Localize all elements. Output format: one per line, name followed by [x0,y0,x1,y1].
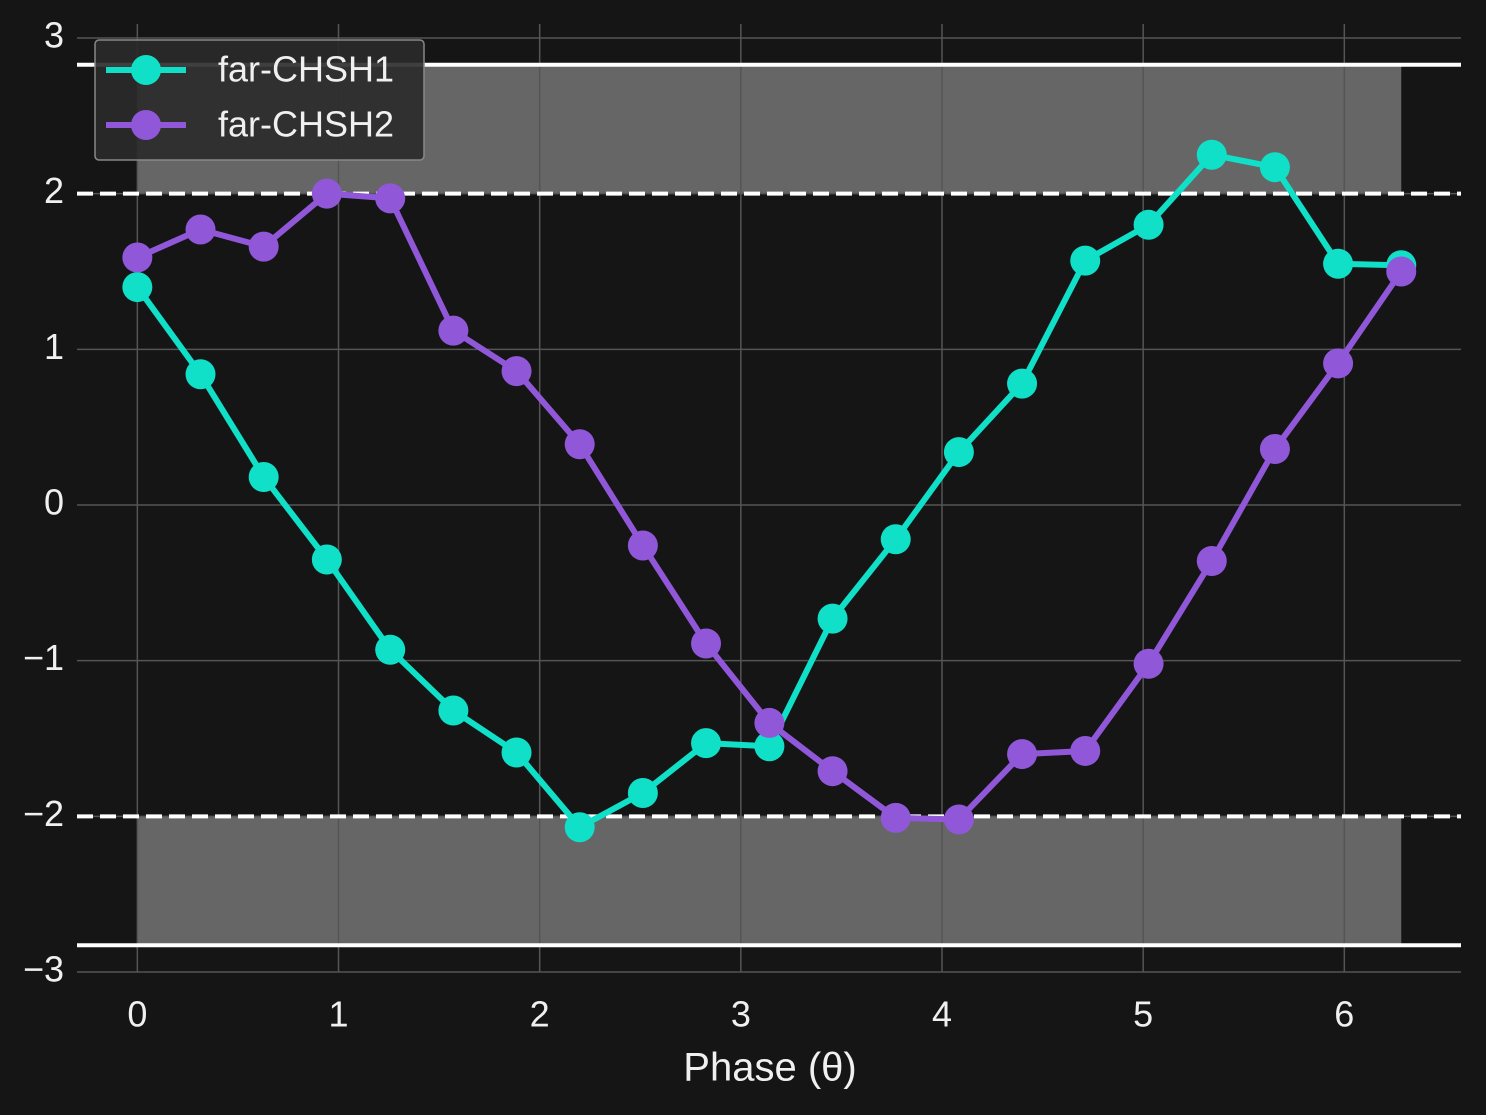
data-point [438,695,469,726]
y-tick-label: −3 [23,949,64,990]
y-tick-label: −2 [23,793,64,834]
data-point [754,731,785,762]
y-tick-label: 1 [44,326,64,367]
data-point [1196,546,1227,577]
data-point [185,214,216,245]
data-point [564,812,595,843]
y-tick-label: 3 [44,15,64,56]
data-point [691,628,722,659]
band [137,816,1402,946]
data-point [1323,248,1354,279]
x-tick-label: 2 [530,994,550,1035]
x-tick-label: 4 [932,994,952,1035]
data-point [311,544,342,575]
data-point [438,315,469,346]
y-tick-label: 0 [44,482,64,523]
data-point [880,802,911,833]
data-point [1386,256,1417,287]
data-point [1323,348,1354,379]
data-point [185,359,216,390]
legend-label: far-CHSH2 [218,104,394,145]
x-tick-label: 0 [127,994,147,1035]
data-point [248,231,279,262]
x-tick-label: 6 [1334,994,1354,1035]
data-point [248,461,279,492]
data-point [501,737,532,768]
data-point [1259,433,1290,464]
legend-label: far-CHSH1 [218,49,394,90]
data-point [627,777,658,808]
data-point [1196,139,1227,170]
data-point [311,178,342,209]
data-point [1259,152,1290,183]
legend: far-CHSH1 far-CHSH2 [94,39,425,161]
data-point [943,437,974,468]
y-tick-label: 2 [44,170,64,211]
data-point [1070,245,1101,276]
data-point [1133,648,1164,679]
data-point [1133,209,1164,240]
data-point [122,272,153,303]
data-point [817,603,848,634]
data-point [943,804,974,835]
data-point [754,707,785,738]
x-tick-label: 1 [328,994,348,1035]
x-tick-label: 3 [731,994,751,1035]
x-tick-label: 5 [1133,994,1153,1035]
data-point [501,356,532,387]
data-point [880,524,911,555]
legend-marker [131,110,161,140]
data-point [627,530,658,561]
data-point [691,728,722,759]
x-axis-label: Phase (θ) [683,1046,856,1090]
data-point [1007,739,1038,770]
data-point [564,429,595,460]
data-point [375,183,406,214]
data-point [1007,368,1038,399]
legend-marker [131,55,161,85]
data-point [817,756,848,787]
data-point [122,242,153,273]
data-point [375,634,406,665]
data-point [1070,735,1101,766]
y-tick-label: −1 [23,637,64,678]
